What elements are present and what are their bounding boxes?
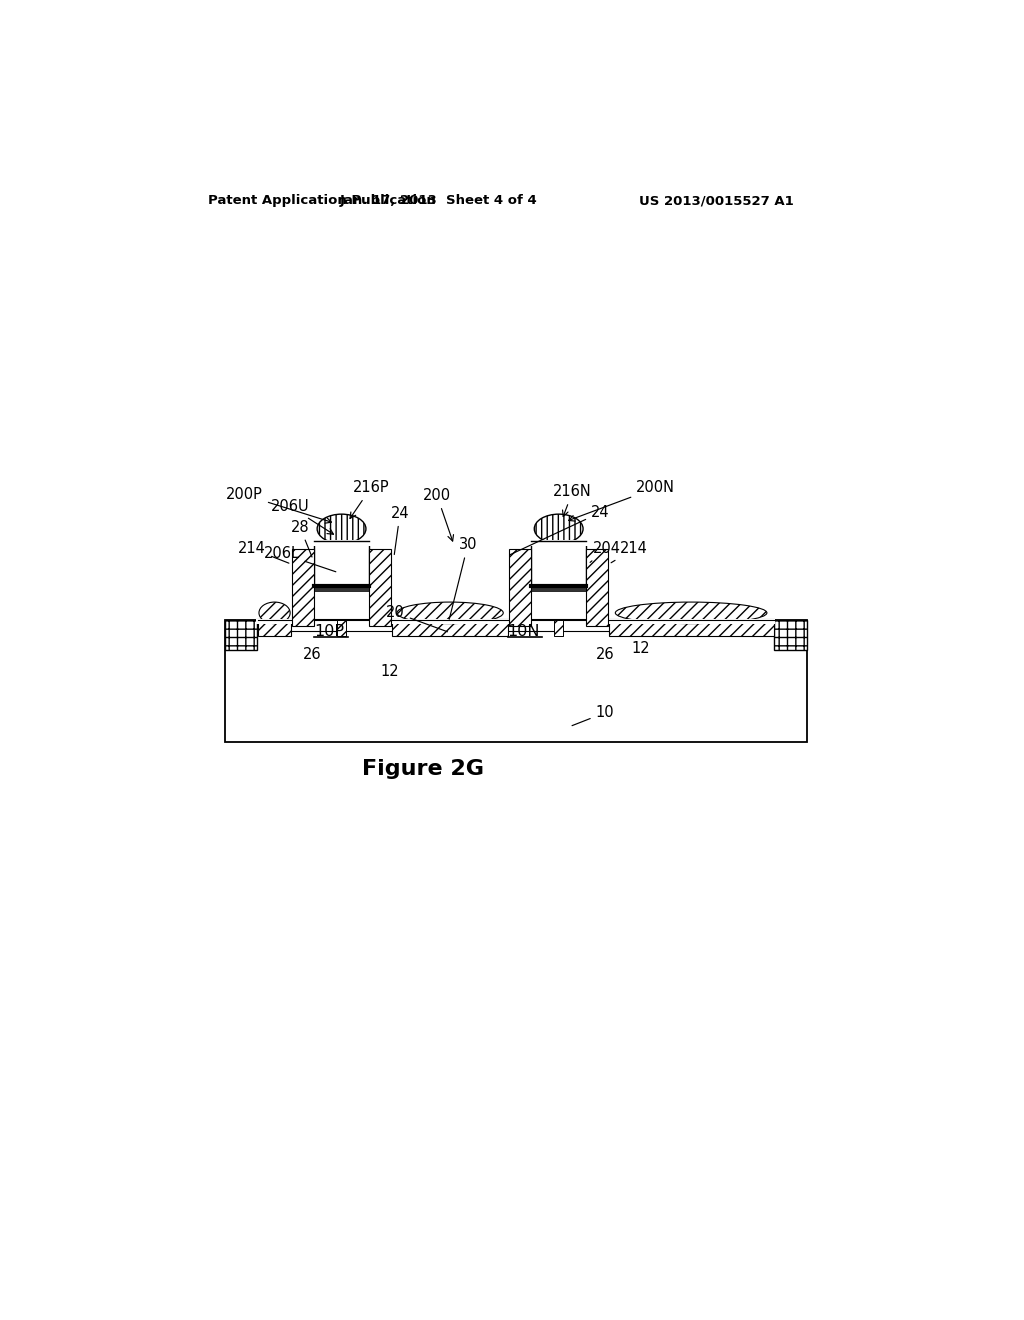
Polygon shape <box>531 586 587 591</box>
Text: 216N: 216N <box>553 484 592 516</box>
Polygon shape <box>292 549 313 626</box>
Polygon shape <box>258 620 292 636</box>
Text: 206U: 206U <box>270 499 334 535</box>
Polygon shape <box>554 620 563 636</box>
Text: Patent Application Publication: Patent Application Publication <box>208 194 435 207</box>
Text: 12: 12 <box>380 664 398 680</box>
Polygon shape <box>774 620 807 649</box>
Polygon shape <box>257 620 774 631</box>
Text: 20: 20 <box>386 605 447 632</box>
Polygon shape <box>509 549 531 626</box>
Text: 28: 28 <box>291 520 312 557</box>
Text: 200P: 200P <box>226 487 332 523</box>
Polygon shape <box>312 540 371 545</box>
Polygon shape <box>607 619 775 624</box>
Text: 200: 200 <box>423 488 454 541</box>
Text: Jan. 17, 2013  Sheet 4 of 4: Jan. 17, 2013 Sheet 4 of 4 <box>340 194 538 207</box>
Polygon shape <box>256 619 293 624</box>
Text: 214: 214 <box>239 541 289 564</box>
Text: 200N: 200N <box>568 480 675 521</box>
Text: 30: 30 <box>450 537 477 619</box>
Text: Figure 2G: Figure 2G <box>362 759 484 779</box>
Text: 24: 24 <box>391 506 410 554</box>
Ellipse shape <box>615 602 767 623</box>
Polygon shape <box>391 619 509 624</box>
Text: 214: 214 <box>611 541 648 562</box>
Text: 10: 10 <box>572 705 614 726</box>
Text: 10P: 10P <box>314 623 344 639</box>
Ellipse shape <box>535 513 583 544</box>
Polygon shape <box>370 549 391 626</box>
Ellipse shape <box>397 602 503 623</box>
Text: 26: 26 <box>303 647 322 661</box>
Polygon shape <box>529 540 588 545</box>
Text: 24: 24 <box>510 506 609 554</box>
Polygon shape <box>224 620 257 649</box>
Polygon shape <box>531 541 587 586</box>
Ellipse shape <box>317 513 366 544</box>
Text: US 2013/0015527 A1: US 2013/0015527 A1 <box>639 194 794 207</box>
Text: 206L: 206L <box>263 546 336 572</box>
Text: 26: 26 <box>596 647 614 661</box>
Polygon shape <box>608 620 773 636</box>
Text: 216P: 216P <box>350 480 389 519</box>
Polygon shape <box>313 541 370 586</box>
Polygon shape <box>392 620 508 636</box>
Text: 204: 204 <box>590 541 621 562</box>
Text: 12: 12 <box>632 642 650 656</box>
Text: 10N: 10N <box>507 623 540 639</box>
Polygon shape <box>587 549 608 626</box>
Polygon shape <box>313 586 370 591</box>
Polygon shape <box>224 620 807 742</box>
Ellipse shape <box>259 602 290 623</box>
Polygon shape <box>337 620 346 636</box>
